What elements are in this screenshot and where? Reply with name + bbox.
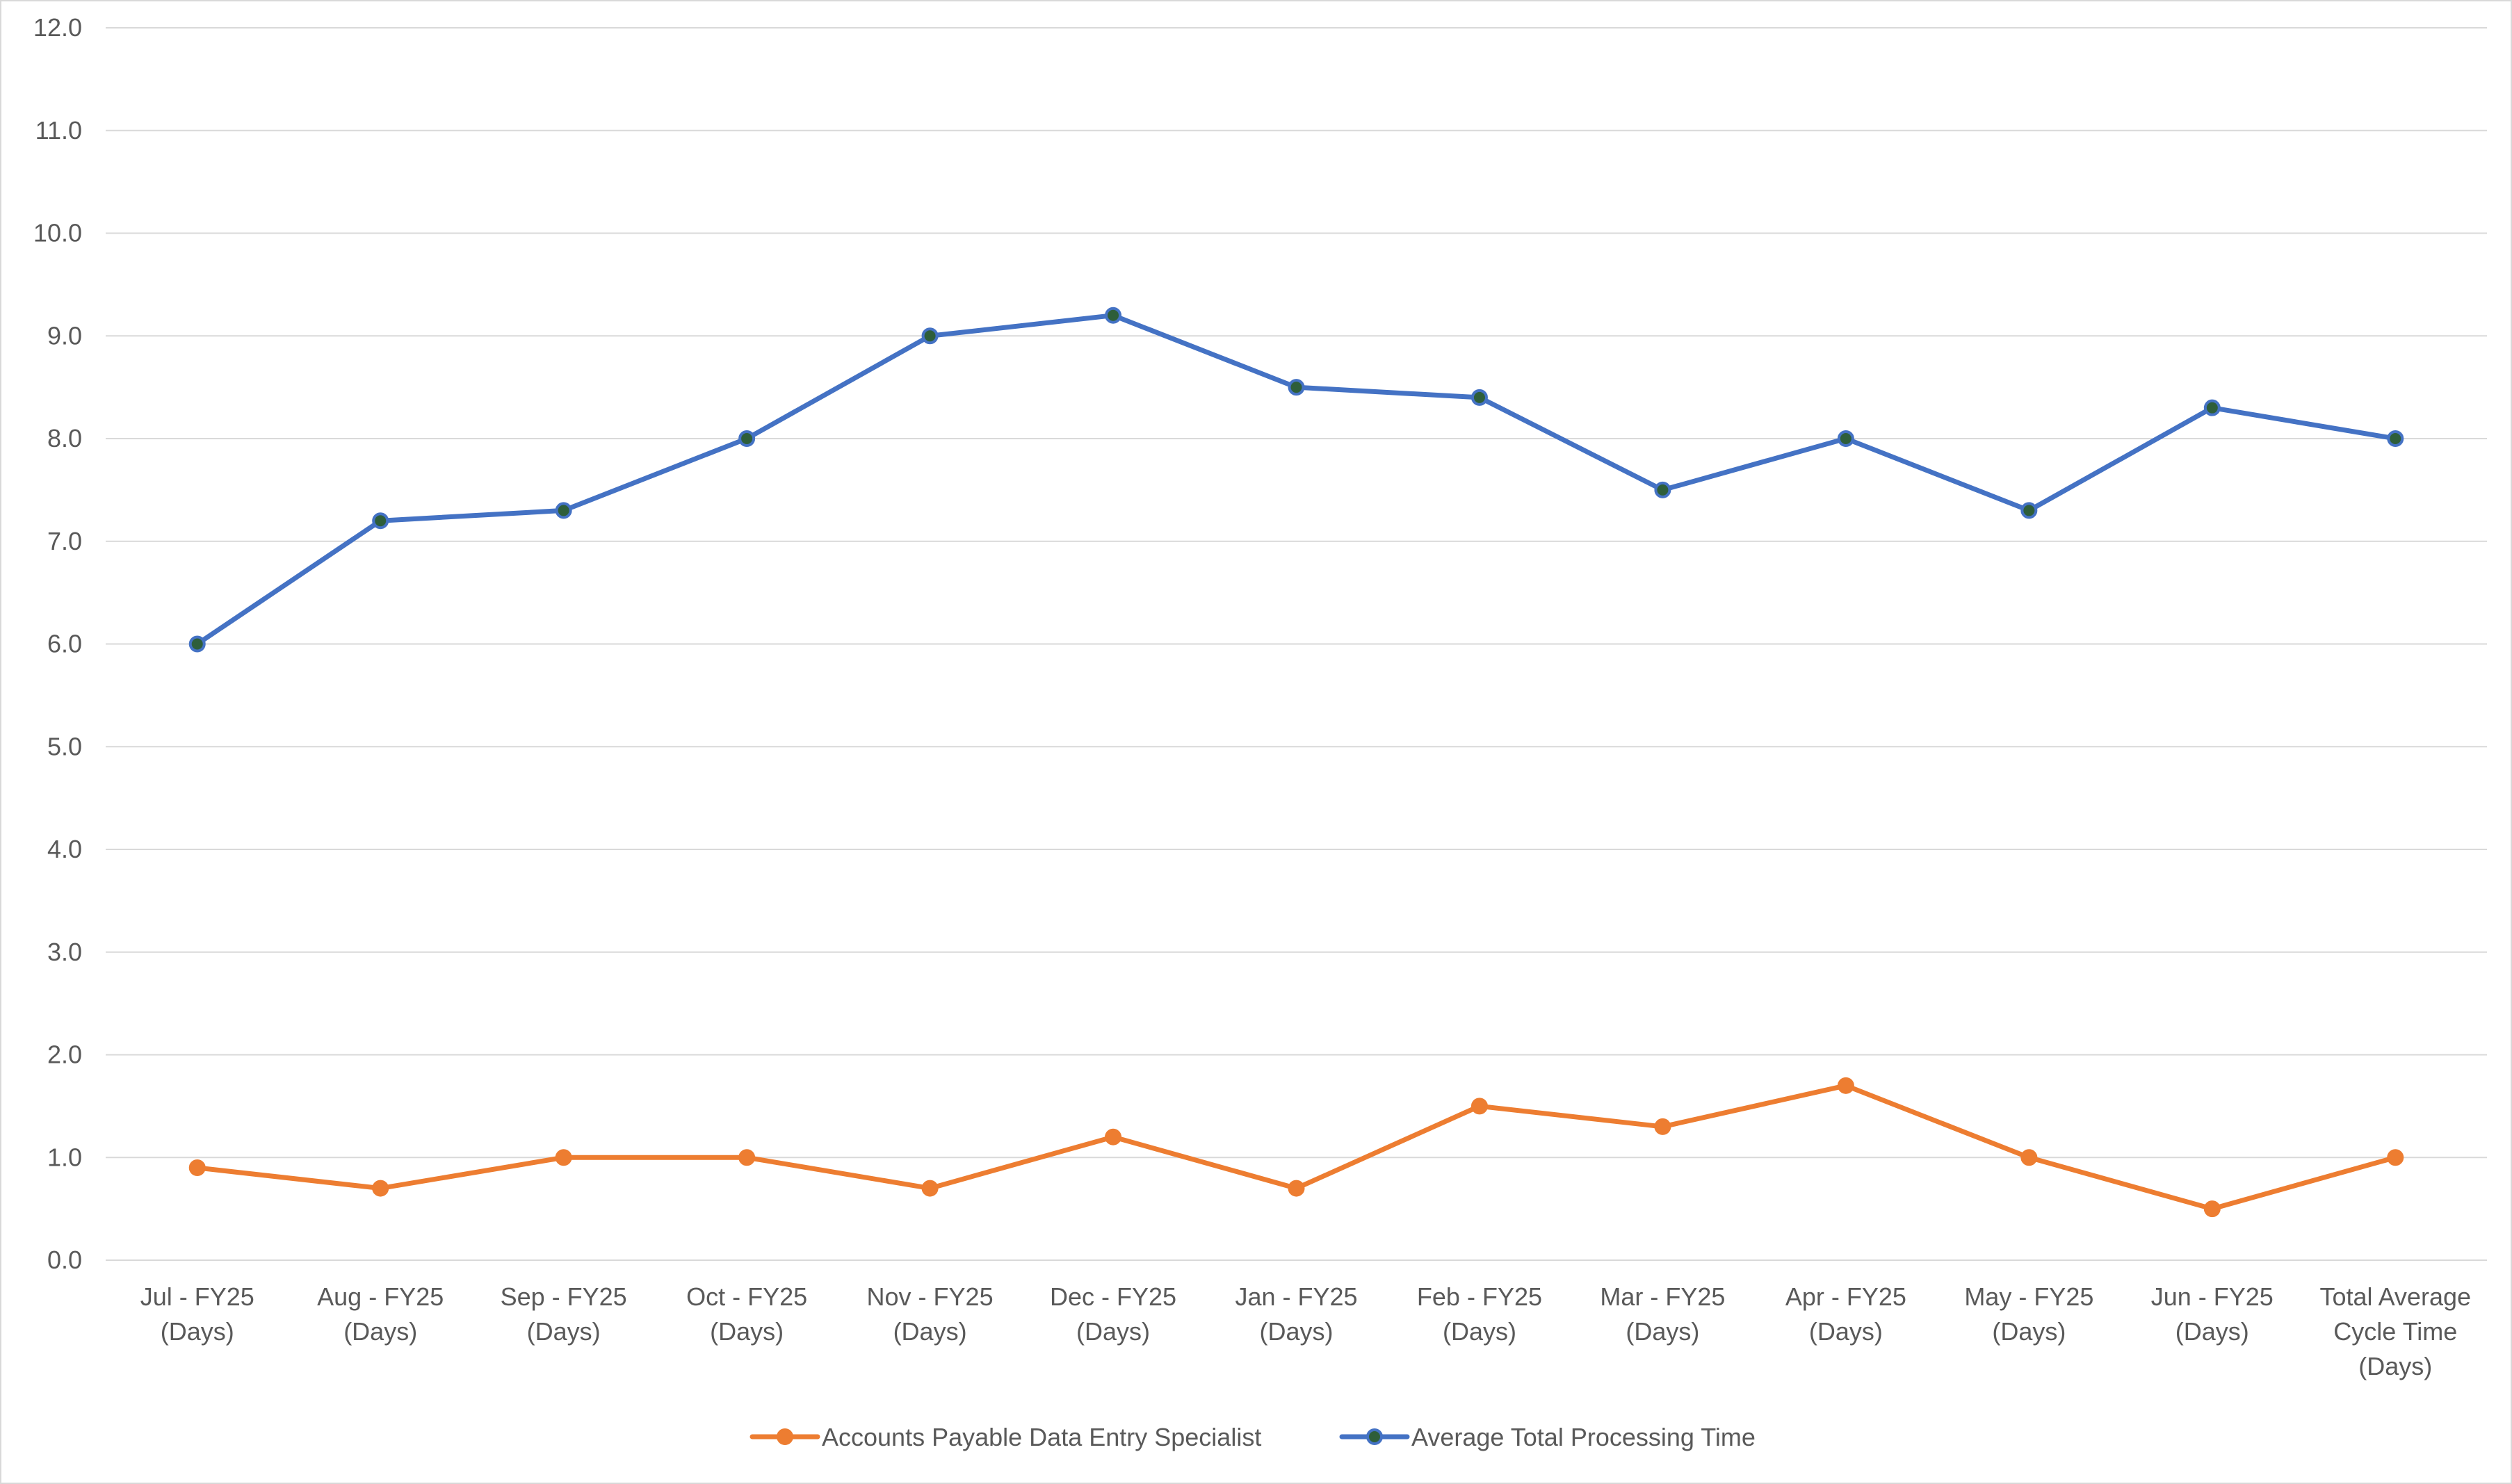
y-tick-label: 8.0	[47, 424, 82, 452]
x-tick-label: Mar - FY25	[1600, 1282, 1725, 1311]
data-point	[1654, 481, 1671, 498]
x-tick-label: Nov - FY25	[867, 1282, 994, 1311]
data-point	[1105, 1128, 1122, 1145]
data-point	[1837, 1077, 1854, 1094]
x-tick-label: Apr - FY25	[1785, 1282, 1906, 1311]
x-tick-label: (Days)	[2358, 1352, 2432, 1380]
y-axis-tick-labels: 0.0 1.0 2.0 3.0 4.0 5.0 6.0 7.0 8.0 9.0 10.0 11.0 12…	[33, 13, 82, 1274]
series-group	[188, 307, 2404, 1218]
data-point	[372, 512, 389, 530]
x-tick-label: Jun - FY25	[2151, 1282, 2274, 1311]
data-point	[921, 327, 939, 345]
legend-label: Average Total Processing Time	[1411, 1423, 1756, 1451]
y-tick-label: 5.0	[47, 732, 82, 760]
x-tick-label: (Days)	[1626, 1317, 1699, 1346]
data-point	[1105, 307, 1122, 324]
gridlines	[106, 27, 2487, 1261]
x-tick-label: (Days)	[161, 1317, 234, 1346]
x-tick-label: Dec - FY25	[1050, 1282, 1176, 1311]
data-point	[1654, 1118, 1671, 1135]
x-axis-tick-labels: Jul - FY25 (Days) Aug - FY25 (Days) Sep - FY…	[140, 1282, 2471, 1380]
data-point	[1288, 379, 1305, 396]
x-tick-label: (Days)	[1992, 1317, 2066, 1346]
x-tick-label: (Days)	[2175, 1317, 2249, 1346]
x-tick-label: (Days)	[1809, 1317, 1883, 1346]
y-tick-label: 0.0	[47, 1246, 82, 1274]
data-point	[738, 1149, 756, 1166]
y-tick-label: 3.0	[47, 938, 82, 966]
data-point	[2387, 1149, 2404, 1166]
series-line	[195, 313, 2398, 646]
y-tick-label: 2.0	[47, 1041, 82, 1069]
x-tick-label: Total Average	[2320, 1282, 2472, 1311]
data-point	[1288, 1180, 1305, 1197]
data-point	[2387, 430, 2404, 447]
data-point	[2203, 1200, 2221, 1218]
legend: Accounts Payable Data Entry Specialist Av…	[749, 1423, 1756, 1451]
data-point	[555, 502, 572, 519]
data-point	[188, 635, 206, 653]
x-tick-label: (Days)	[343, 1317, 417, 1346]
data-point	[555, 1149, 572, 1166]
data-point	[1470, 1098, 1488, 1115]
x-tick-label: Sep - FY25	[501, 1282, 627, 1311]
x-tick-label: Cycle Time	[2333, 1317, 2457, 1346]
data-point	[2203, 399, 2221, 416]
data-point	[1837, 430, 1854, 447]
data-point	[1470, 389, 1488, 406]
data-point	[738, 430, 756, 447]
x-tick-label: (Days)	[893, 1317, 967, 1346]
x-tick-label: Jan - FY25	[1235, 1282, 1357, 1311]
y-tick-label: 4.0	[47, 835, 82, 863]
x-tick-label: Oct - FY25	[686, 1282, 807, 1311]
y-tick-label: 12.0	[33, 13, 82, 42]
x-tick-label: (Days)	[1443, 1317, 1516, 1346]
y-tick-label: 1.0	[47, 1143, 82, 1171]
data-point	[188, 1159, 206, 1177]
y-tick-label: 10.0	[33, 219, 82, 247]
legend-label: Accounts Payable Data Entry Specialist	[822, 1423, 1261, 1451]
data-point	[921, 1180, 939, 1197]
x-tick-label: Jul - FY25	[140, 1282, 254, 1311]
y-tick-label: 9.0	[47, 321, 82, 350]
legend-marker	[1366, 1428, 1383, 1445]
data-point	[2020, 502, 2038, 519]
data-point	[372, 1180, 389, 1197]
y-tick-label: 11.0	[35, 116, 82, 145]
y-tick-label: 7.0	[47, 527, 82, 555]
legend-marker	[777, 1428, 793, 1445]
y-tick-label: 6.0	[47, 630, 82, 658]
x-tick-label: Feb - FY25	[1417, 1282, 1542, 1311]
x-tick-label: Aug - FY25	[317, 1282, 444, 1311]
data-point	[2020, 1149, 2038, 1166]
x-tick-label: (Days)	[1260, 1317, 1334, 1346]
x-tick-label: May - FY25	[1964, 1282, 2093, 1311]
x-tick-label: (Days)	[1076, 1317, 1150, 1346]
x-tick-label: (Days)	[527, 1317, 601, 1346]
x-tick-label: (Days)	[710, 1317, 784, 1346]
